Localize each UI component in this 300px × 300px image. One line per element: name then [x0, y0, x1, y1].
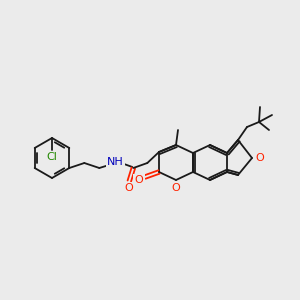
Text: O: O: [256, 153, 264, 163]
Text: Cl: Cl: [46, 152, 57, 162]
Text: O: O: [135, 175, 143, 185]
Text: O: O: [124, 183, 133, 193]
Text: NH: NH: [107, 157, 124, 167]
Text: O: O: [172, 183, 180, 193]
